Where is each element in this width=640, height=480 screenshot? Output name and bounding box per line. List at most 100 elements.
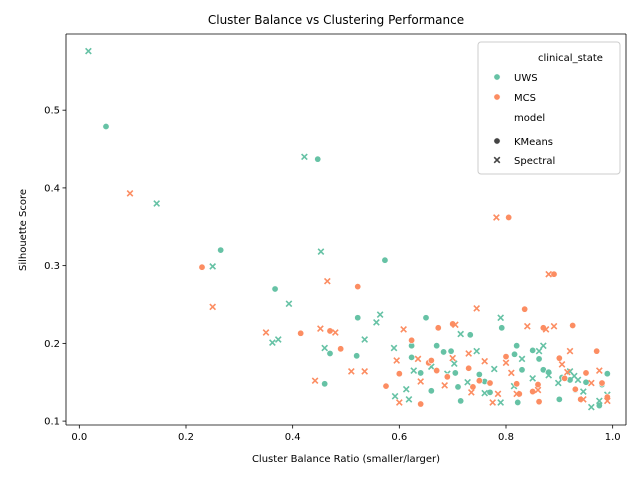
point-uws-kmeans	[354, 314, 362, 322]
legend-marker-spectral	[493, 156, 501, 164]
point-uws-spectral	[376, 311, 384, 318]
point-mcs-spectral	[566, 347, 574, 355]
point-mcs-spectral	[449, 354, 457, 362]
point-uws-kmeans	[466, 331, 474, 339]
point-uws-kmeans	[582, 378, 590, 386]
legend-frame	[477, 41, 621, 175]
point-mcs-spectral	[489, 399, 497, 406]
point-mcs-kmeans	[326, 327, 334, 335]
point-mcs-spectral	[502, 359, 510, 367]
data-points	[85, 47, 611, 411]
point-uws-kmeans	[433, 342, 441, 350]
point-uws-spectral	[529, 374, 537, 382]
point-uws-kmeans	[511, 350, 519, 358]
point-uws-kmeans	[457, 397, 465, 405]
point-mcs-kmeans	[505, 213, 513, 221]
point-uws-spectral	[464, 378, 471, 386]
point-mcs-kmeans	[535, 398, 543, 406]
point-uws-kmeans	[454, 383, 462, 391]
point-uws-kmeans	[271, 285, 279, 293]
legend-marker-kmeans	[493, 137, 501, 145]
legend-entry-spectral	[493, 156, 501, 164]
point-mcs-kmeans	[434, 324, 442, 332]
y-axis-label: Silhouette Score	[18, 189, 29, 271]
point-uws-spectral	[269, 339, 276, 346]
point-uws-kmeans	[514, 398, 522, 406]
point-uws-spectral	[497, 399, 505, 406]
point-uws-spectral	[391, 392, 399, 400]
point-uws-kmeans	[486, 388, 494, 396]
x-tick-label: 0.4	[285, 432, 301, 443]
point-mcs-spectral	[467, 388, 475, 396]
point-mcs-spectral	[523, 322, 531, 330]
point-mcs-kmeans	[529, 388, 537, 396]
point-mcs-spectral	[209, 303, 217, 311]
point-mcs-kmeans	[408, 336, 416, 344]
point-mcs-kmeans	[569, 322, 577, 330]
point-mcs-spectral	[126, 189, 134, 197]
legend-entry-mcs	[493, 93, 501, 101]
point-uws-kmeans	[518, 366, 526, 374]
point-mcs-spectral	[417, 378, 425, 385]
point-uws-kmeans	[408, 353, 416, 361]
legend-style-title: model	[514, 113, 545, 124]
point-uws-spectral	[373, 319, 380, 326]
x-tick-label: 1.0	[605, 432, 621, 443]
legend-marker-uws	[493, 73, 501, 81]
point-uws-spectral	[317, 248, 325, 256]
y-tick-label: 0.4	[44, 183, 60, 194]
point-mcs-spectral	[493, 214, 500, 221]
point-uws-spectral	[321, 344, 329, 352]
point-mcs-kmeans	[382, 382, 390, 390]
point-mcs-spectral	[481, 357, 489, 365]
point-mcs-kmeans	[582, 369, 590, 377]
point-uws-kmeans	[217, 246, 225, 254]
point-uws-kmeans	[498, 324, 506, 332]
point-uws-spectral	[405, 395, 413, 403]
y-tick-label: 0.3	[44, 261, 60, 272]
point-mcs-spectral	[347, 367, 355, 375]
point-uws-spectral	[361, 336, 369, 343]
chart-title: Cluster Balance vs Clustering Performanc…	[208, 13, 464, 27]
legend: clinical_state UWS MCS model KMeans Spec…	[477, 41, 621, 175]
point-mcs-spectral	[451, 321, 459, 329]
point-uws-kmeans	[440, 348, 448, 356]
point-uws-kmeans	[321, 380, 329, 388]
point-uws-spectral	[595, 397, 603, 405]
legend-label-spectral: Spectral	[514, 156, 555, 167]
point-uws-kmeans	[427, 387, 435, 395]
point-uws-kmeans	[314, 155, 322, 163]
point-uws-spectral	[539, 342, 547, 350]
y-tick-label: 0.5	[44, 106, 60, 117]
point-mcs-spectral	[579, 395, 587, 403]
point-uws-spectral	[574, 376, 582, 384]
point-mcs-kmeans	[521, 305, 529, 313]
point-uws-kmeans	[381, 256, 389, 264]
point-mcs-spectral	[513, 390, 521, 398]
point-mcs-spectral	[542, 326, 550, 333]
point-uws-kmeans	[422, 314, 430, 322]
point-mcs-kmeans	[198, 263, 206, 271]
point-mcs-kmeans	[534, 381, 542, 389]
point-mcs-spectral	[534, 386, 542, 394]
point-uws-kmeans	[326, 349, 334, 357]
point-mcs-spectral	[317, 325, 324, 332]
point-mcs-spectral	[558, 361, 566, 368]
point-mcs-kmeans	[465, 364, 473, 372]
point-uws-spectral	[481, 389, 489, 397]
point-mcs-kmeans	[593, 347, 601, 355]
point-uws-kmeans	[451, 369, 459, 377]
point-uws-kmeans	[555, 395, 563, 403]
point-mcs-kmeans	[555, 354, 563, 362]
point-mcs-spectral	[393, 357, 401, 364]
point-mcs-kmeans	[395, 370, 403, 378]
point-uws-spectral	[579, 388, 587, 395]
x-tick-label: 0.6	[391, 432, 407, 443]
point-mcs-kmeans	[475, 377, 483, 385]
point-uws-kmeans	[513, 342, 521, 350]
point-mcs-spectral	[323, 277, 331, 285]
point-mcs-spectral	[441, 381, 449, 389]
legend-label-kmeans: KMeans	[514, 137, 553, 148]
point-mcs-spectral	[494, 390, 502, 398]
